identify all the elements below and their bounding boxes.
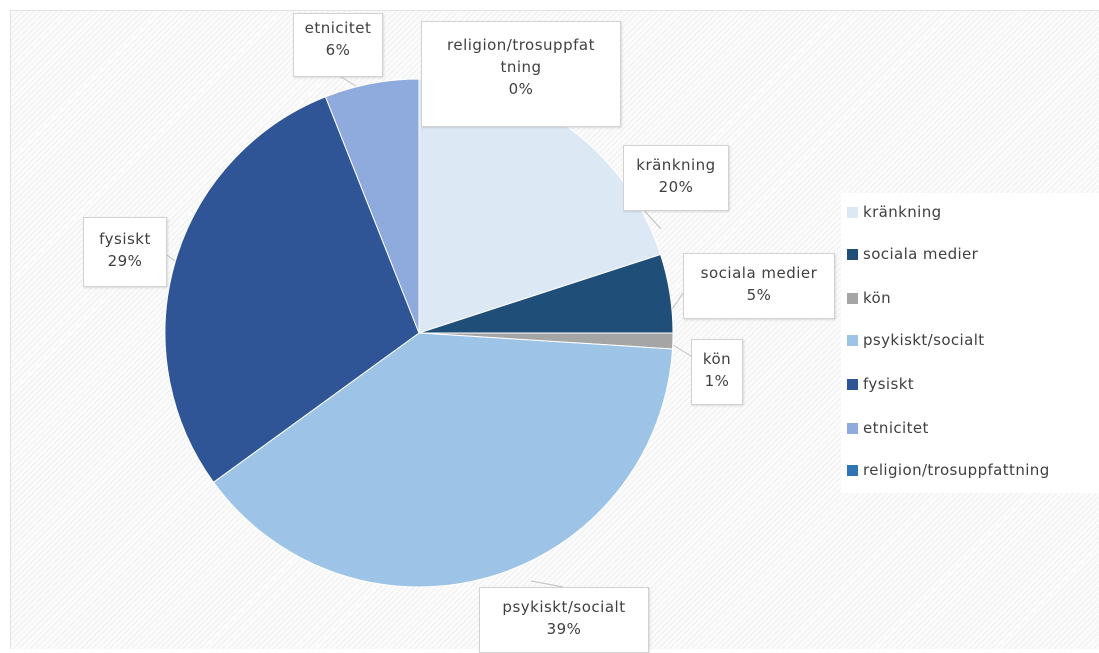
data-label-etnicitet: etnicitet 6%	[293, 13, 383, 77]
data-label-sociala-medier: sociala medier 5%	[683, 253, 835, 319]
leader-line-6	[530, 580, 564, 588]
data-label-psykiskt-name: psykiskt/socialt	[502, 598, 626, 616]
legend-swatch-fysiskt	[847, 379, 858, 390]
legend-item-sociala-medier: sociala medier	[847, 245, 978, 263]
data-label-kranking-name: kränkning	[636, 156, 716, 174]
pie-slice-5	[324, 78, 420, 334]
data-label-kranking-value: 20%	[658, 178, 694, 196]
legend-swatch-religion	[847, 465, 858, 476]
data-label-sociala-medier-name: sociala medier	[700, 264, 818, 282]
legend-item-kranking: kränkning	[847, 203, 942, 221]
data-label-religion: religion/trosuppfat tning 0%	[421, 21, 621, 127]
legend-swatch-etnicitet	[847, 423, 858, 434]
legend-item-psykiskt: psykiskt/socialt	[847, 331, 985, 349]
data-label-psykiskt: psykiskt/socialt 39%	[479, 587, 649, 653]
data-label-religion-name: religion/trosuppfat	[447, 36, 595, 54]
legend-swatch-kon	[847, 293, 858, 304]
data-label-psykiskt-value: 39%	[546, 620, 582, 638]
data-label-religion-name-cont: tning	[500, 58, 542, 76]
legend-item-kon: kön	[847, 289, 891, 307]
data-label-etnicitet-value: 6%	[325, 41, 351, 59]
pie-slice-3	[212, 332, 674, 588]
data-label-kranking: kränkning 20%	[623, 145, 729, 211]
data-label-sociala-medier-value: 5%	[746, 286, 772, 304]
leader-line-4	[672, 344, 692, 357]
data-label-kon-name: kön	[702, 350, 732, 368]
pie-slices	[164, 78, 674, 588]
legend-label-psykiskt: psykiskt/socialt	[863, 331, 985, 349]
data-label-etnicitet-name: etnicitet	[304, 19, 372, 37]
pie-chart	[164, 70, 692, 588]
data-label-kon-value: 1%	[704, 372, 730, 390]
legend-swatch-psykiskt	[847, 335, 858, 346]
data-label-kon: kön 1%	[691, 339, 743, 405]
data-label-religion-value: 0%	[508, 80, 534, 98]
legend-item-etnicitet: etnicitet	[847, 419, 929, 437]
leader-line-0	[340, 76, 357, 87]
legend-label-etnicitet: etnicitet	[863, 419, 929, 437]
chart-area: etnicitet 6% religion/trosuppfat tning 0…	[10, 10, 1099, 653]
legend: kränkning sociala medier kön psykiskt/so…	[841, 193, 1099, 493]
pie-slice-4	[164, 96, 420, 483]
leader-line-3	[670, 292, 684, 312]
data-label-fysiskt-name: fysiskt	[99, 230, 151, 248]
legend-label-religion: religion/trosuppfattning	[863, 461, 1050, 479]
legend-label-sociala-medier: sociala medier	[863, 245, 979, 263]
legend-label-fysiskt: fysiskt	[863, 375, 915, 393]
legend-swatch-sociala-medier	[847, 249, 858, 260]
legend-swatch-kranking	[847, 207, 858, 218]
data-label-fysiskt-value: 29%	[107, 252, 143, 270]
legend-item-religion: religion/trosuppfattning	[847, 461, 1050, 479]
legend-label-kon: kön	[863, 289, 892, 307]
legend-item-fysiskt: fysiskt	[847, 375, 914, 393]
data-label-fysiskt: fysiskt 29%	[83, 217, 167, 287]
legend-label-kranking: kränkning	[863, 203, 942, 221]
